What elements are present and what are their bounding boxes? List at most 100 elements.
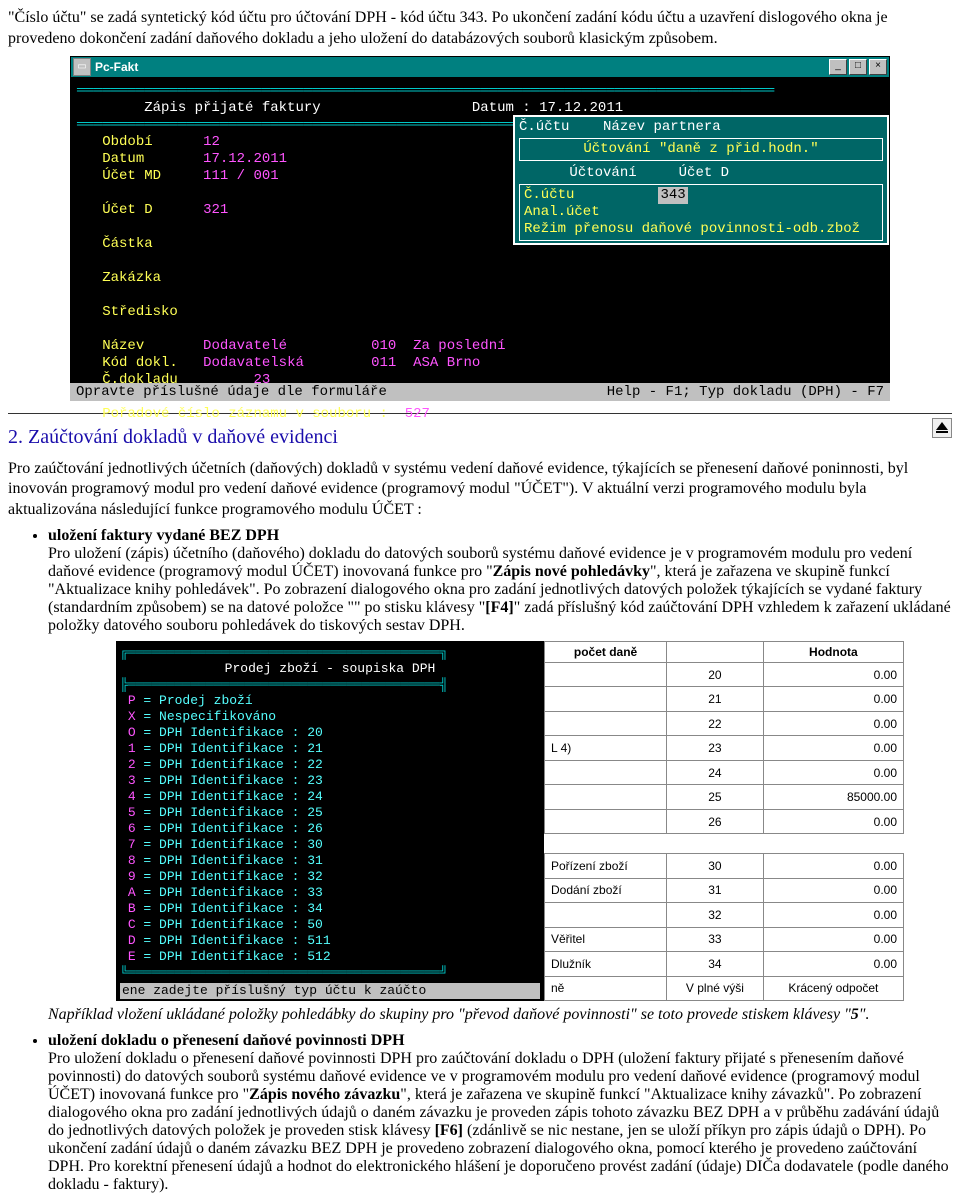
tf-b: V plné výši [667, 976, 764, 1000]
bullet-item-1: uložení faktury vydané BEZ DPH Pro ulože… [48, 527, 952, 635]
dos2-list-item: 7 = DPH Identifikace : 30 [120, 837, 540, 853]
tf-a: ně [545, 976, 667, 1000]
inner-cuctu: Č.účtu [519, 119, 569, 135]
table-row: 220.00 [545, 711, 904, 735]
dos2-list-item: E = DPH Identifikace : 512 [120, 949, 540, 965]
dos2-title: Prodej zboží - soupiska DPH [120, 661, 540, 677]
dos2-list-item: D = DPH Identifikace : 511 [120, 933, 540, 949]
ucetd-label: Účet D [102, 202, 152, 218]
ucetmd-label: Účet MD [102, 168, 161, 184]
section2-para1: Pro zaúčtování jednotlivých účetních (da… [8, 459, 952, 521]
header-right: Datum : 17.12.2011 [472, 100, 623, 116]
dos2-footer: ene zadejte příslušný typ účtu k zaúčto [120, 983, 540, 999]
pcfakt-screen: ════════════════════════════════════════… [70, 78, 890, 382]
row010: 010 Za poslední [371, 338, 505, 354]
pcfakt-titlebar: ▭ Pc-Fakt _ □ × [70, 56, 890, 78]
dos2-list-item: 3 = DPH Identifikace : 23 [120, 773, 540, 789]
inner-dialog: Č.účtu Název partnera Účtování "daně z p… [513, 115, 889, 245]
pocet-label: Pořadové číslo záznamu v souboru : [102, 406, 388, 422]
obdobi-label: Období [102, 134, 152, 150]
dos-dph-list: ╔═══════════════════════════════════════… [116, 641, 544, 1001]
th-1: počet daně [545, 641, 667, 662]
inner-uctovani: Účtování [569, 165, 636, 181]
header-left: Zápis přijaté faktury [144, 100, 320, 116]
close-button[interactable]: × [869, 59, 887, 75]
post-image-italic: Například vložení ukládané položky pohle… [48, 1005, 952, 1026]
inner-rezim: Režim přenosu daňové povinnosti-odb.zbož [524, 221, 860, 237]
inner-anal: Anal.účet [524, 204, 600, 220]
dos2-list-item: 8 = DPH Identifikace : 31 [120, 853, 540, 869]
dos2-list-item: C = DPH Identifikace : 50 [120, 917, 540, 933]
dos2-list-item: 4 = DPH Identifikace : 24 [120, 789, 540, 805]
castka-label: Částka [102, 236, 152, 252]
obdobi-val: 12 [203, 134, 220, 150]
li1-title: uložení faktury vydané BEZ DPH [48, 527, 279, 544]
inner-nazevpart: Název partnera [603, 119, 721, 135]
section2-heading: 2. Zaúčtování dokladů v daňové evidenci [8, 426, 952, 449]
dos2-list-item: 6 = DPH Identifikace : 26 [120, 821, 540, 837]
table-row: Dlužník340.00 [545, 952, 904, 977]
inner-ucetd: Účet D [679, 165, 729, 181]
table-header-row: počet daně Hodnota [545, 641, 904, 662]
table-row: 320.00 [545, 903, 904, 927]
li1-bold2: [F4] [485, 599, 513, 616]
inner-cuctu2-input[interactable]: 343 [658, 187, 687, 204]
dos2-list-item: 2 = DPH Identifikace : 22 [120, 757, 540, 773]
pocet-val: 527 [405, 406, 430, 422]
inner-subbox2: Č.účtu 343 Anal.účet Režim přenosu daňov… [519, 184, 883, 241]
dph-value-table: počet daně Hodnota 200.00210.00220.00L 4… [544, 641, 904, 1001]
dos2-list-item: B = DPH Identifikace : 34 [120, 901, 540, 917]
koddokl-label: Kód dokl. [102, 355, 178, 371]
li2-title: uložení dokladu o přenesení daňové povin… [48, 1032, 405, 1049]
th-3: Hodnota [763, 641, 903, 662]
cdokladu-label: Č.dokladu [102, 372, 178, 388]
dos2-list-item: 9 = DPH Identifikace : 32 [120, 869, 540, 885]
tf-c: Krácený odpočet [763, 976, 903, 1000]
italic-key: 5 [851, 1006, 859, 1023]
li1-bold1: Zápis nové pohledávky [493, 563, 650, 580]
dos2-list-item: P = Prodej zboží [120, 693, 540, 709]
italic-b: ". [859, 1006, 870, 1023]
th-2 [667, 641, 764, 662]
datum-val: 17.12.2011 [203, 151, 287, 167]
row011: 011 ASA Brno [371, 355, 480, 371]
table-row: 2585000.00 [545, 785, 904, 809]
ucetmd-val: 111 / 001 [203, 168, 279, 184]
maximize-button[interactable]: □ [849, 59, 867, 75]
dos2-list-item: A = DPH Identifikace : 33 [120, 885, 540, 901]
italic-a: Například vložení ukládané položky pohle… [48, 1006, 851, 1023]
dos2-list-item: 5 = DPH Identifikace : 25 [120, 805, 540, 821]
table-row: Věřitel330.00 [545, 927, 904, 951]
datum-label: Datum [102, 151, 144, 167]
zakazka-label: Zakázka [102, 270, 161, 286]
table-row: 200.00 [545, 662, 904, 686]
table-row: 210.00 [545, 687, 904, 711]
dos2-list-item: O = DPH Identifikace : 20 [120, 725, 540, 741]
bullet-item-2: uložení dokladu o přenesení daňové povin… [48, 1032, 952, 1194]
minimize-button[interactable]: _ [829, 59, 847, 75]
image-row: ╔═══════════════════════════════════════… [68, 641, 952, 1001]
li2-bold1: Zápis nového závazku [249, 1086, 400, 1103]
li2-bold2: [F6] [435, 1122, 463, 1139]
table-footer-row: ně V plné výši Krácený odpočet [545, 976, 904, 1000]
ucetd-val: 321 [203, 202, 228, 218]
inner-uct-title: Účtování "daně z přid.hodn." [524, 141, 878, 158]
dos2-list-item: X = Nespecifikováno [120, 709, 540, 725]
table-row: Pořízení zboží300.00 [545, 854, 904, 878]
inner-subbox1: Účtování "daně z přid.hodn." [519, 138, 883, 161]
inner-cuctu2: Č.účtu [524, 187, 574, 203]
top-icon[interactable] [932, 418, 952, 438]
table-row: 240.00 [545, 760, 904, 784]
intro-paragraph: "Číslo účtu" se zadá syntetický kód účtu… [8, 8, 952, 50]
pcfakt-window: ▭ Pc-Fakt _ □ × ════════════════════════… [70, 56, 890, 401]
sysmenu-icon[interactable]: ▭ [73, 58, 91, 76]
cdokladu-val: 23 [253, 372, 270, 388]
koddokl-val: Dodavatelská [203, 355, 304, 371]
table-row: L 4)230.00 [545, 736, 904, 760]
nazev-label: Název [102, 338, 144, 354]
bullet-list-2: uložení dokladu o přenesení daňové povin… [8, 1032, 952, 1194]
table-row: 260.00 [545, 809, 904, 834]
pcfakt-title: Pc-Fakt [95, 60, 827, 74]
bullet-list-1: uložení faktury vydané BEZ DPH Pro ulože… [8, 527, 952, 635]
stredisko-label: Středisko [102, 304, 178, 320]
